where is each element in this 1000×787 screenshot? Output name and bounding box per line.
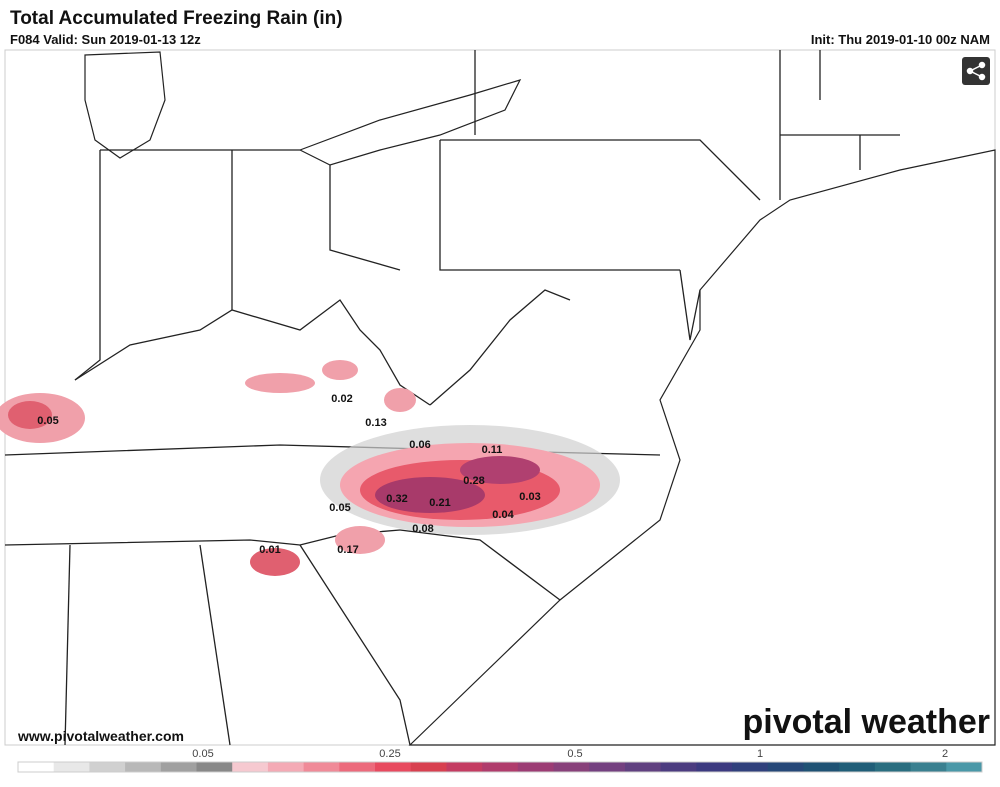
- colorbar-swatch: [803, 762, 840, 772]
- colorbar-swatch: [839, 762, 876, 772]
- colorbar-swatch: [624, 762, 662, 772]
- colorbar-swatch: [53, 762, 90, 772]
- colorbar-tick-label: 0.25: [379, 748, 400, 760]
- colorbar-swatch: [410, 762, 447, 772]
- value-label: 0.06: [409, 439, 430, 451]
- colorbar-swatch: [196, 762, 233, 772]
- value-label: 0.13: [365, 417, 386, 429]
- value-label: 0.01: [259, 544, 280, 556]
- value-label: 0.28: [463, 475, 484, 487]
- valid-time: F084 Valid: Sun 2019-01-13 12z: [10, 32, 201, 47]
- colorbar-swatch: [517, 762, 555, 772]
- value-label: 0.05: [329, 502, 350, 514]
- logo: pivotal weather: [742, 703, 990, 741]
- colorbar-swatch: [303, 762, 340, 772]
- share-icon: [966, 61, 986, 81]
- water: [84, 51, 996, 746]
- colorbar-swatch: [375, 762, 412, 772]
- colorbar-tick-label: 2: [942, 748, 948, 760]
- colorbar-frame: [17, 761, 983, 773]
- colorbar-swatch: [874, 762, 912, 772]
- colorbar-swatch: [232, 762, 269, 772]
- colorbar-swatch: [160, 762, 198, 772]
- colorbar-swatch: [267, 762, 305, 772]
- map-title: Total Accumulated Freezing Rain (in): [10, 8, 343, 29]
- colorbar-swatch: [589, 762, 626, 772]
- colorbar-swatch: [946, 762, 983, 772]
- colorbar-swatch: [696, 762, 733, 772]
- colorbar-tick-label: 0.05: [192, 748, 213, 760]
- value-label: 0.08: [412, 523, 433, 535]
- colorbar-swatch: [125, 762, 162, 772]
- value-label: 0.32: [386, 493, 407, 505]
- colorbar-swatch: [732, 762, 769, 772]
- value-label: 0.02: [331, 393, 352, 405]
- value-label: 0.05: [37, 415, 58, 427]
- colorbar-swatch: [446, 762, 483, 772]
- colorbar-swatch: [339, 762, 376, 772]
- value-label: 0.17: [337, 544, 358, 556]
- value-label: 0.03: [519, 491, 540, 503]
- colorbar-swatch: [767, 762, 804, 772]
- colorbar-swatch: [89, 762, 126, 772]
- colorbar-swatch: [18, 762, 55, 772]
- init-time: Init: Thu 2019-01-10 00z NAM: [810, 32, 990, 47]
- colorbar-swatch: [660, 762, 697, 772]
- colorbar-swatch: [910, 762, 947, 772]
- value-label: 0.21: [429, 497, 450, 509]
- value-label: 0.04: [492, 509, 514, 521]
- value-label: 0.11: [482, 444, 503, 456]
- site-url: www.pivotalweather.com: [17, 728, 184, 744]
- colorbar-swatch: [553, 762, 590, 772]
- colorbar-tick-label: 1: [757, 748, 763, 760]
- freezing-rain: [0, 360, 620, 576]
- colorbar-tick-label: 0.5: [567, 748, 582, 760]
- colorbar-swatch: [482, 762, 519, 772]
- share-button[interactable]: [962, 57, 990, 85]
